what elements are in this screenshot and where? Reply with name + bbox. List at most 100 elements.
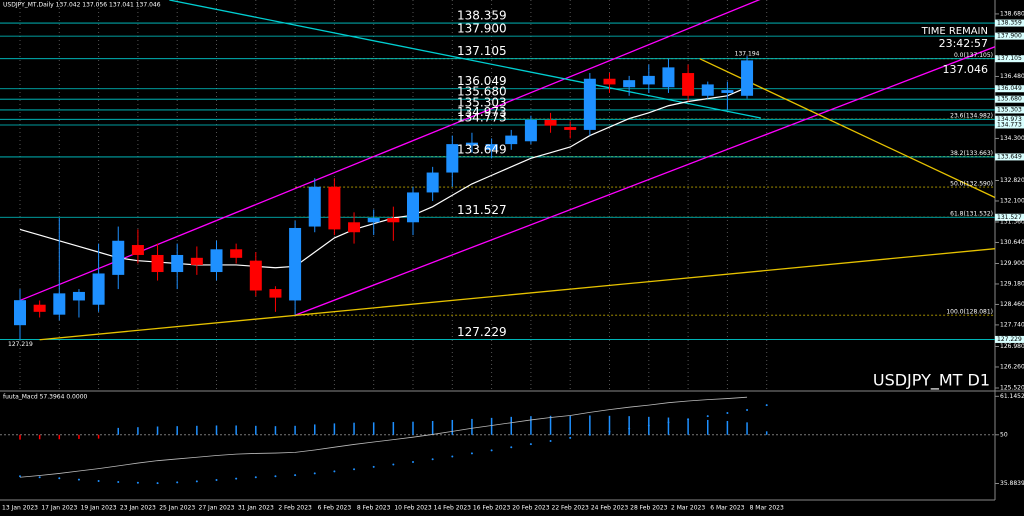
- signal-dot: [195, 480, 198, 483]
- x-tick-label: 2 Mar 2023: [671, 505, 705, 512]
- time-remain: 23:42:57: [939, 37, 988, 50]
- signal-dot: [490, 449, 493, 452]
- signal-dot: [510, 446, 513, 449]
- current-price: 137.046: [943, 63, 989, 76]
- candle-body: [33, 304, 46, 312]
- signal-dot: [97, 480, 100, 483]
- macd-bar: [176, 426, 178, 435]
- signal-dot: [412, 461, 414, 464]
- moving-average: [19, 86, 748, 269]
- y-tick-label: 129.180: [1000, 280, 1024, 287]
- level-axis-label: 131.527: [997, 214, 1022, 221]
- level-label: 134.773: [457, 110, 507, 124]
- level-label: 127.229: [457, 325, 507, 339]
- level-axis-label: 137.105: [997, 55, 1022, 62]
- x-tick-label: 27 Jan 2023: [199, 505, 235, 512]
- signal-dot: [235, 477, 238, 480]
- macd-line: [19, 396, 748, 478]
- macd-bar: [746, 422, 748, 435]
- macd-bar: [372, 422, 375, 435]
- candle-body: [701, 84, 714, 96]
- candle-body: [171, 254, 184, 273]
- level-axis-label: 133.649: [997, 153, 1022, 160]
- signal-dot: [470, 452, 473, 455]
- candle-body: [564, 127, 577, 130]
- x-tick-label: 24 Feb 2023: [591, 505, 629, 512]
- level-label: 131.527: [457, 203, 507, 217]
- candle-body: [642, 75, 655, 85]
- candle-body: [603, 78, 616, 85]
- candle-body: [465, 142, 478, 146]
- signal-dot: [451, 455, 454, 458]
- level-label: 135.303: [457, 95, 507, 109]
- level-axis-label: 136.049: [997, 85, 1022, 92]
- macd-bar: [687, 418, 689, 435]
- y-tick-label: 125.520: [1000, 385, 1024, 392]
- level-axis-label: 137.900: [997, 33, 1022, 40]
- candle-body: [721, 90, 734, 93]
- macd-bar: [412, 421, 414, 435]
- macd-bar: [294, 425, 296, 435]
- trendline: [39, 248, 995, 341]
- y-tick-label: 129.900: [1000, 260, 1024, 267]
- signal-dot: [58, 477, 61, 480]
- macd-bar: [707, 419, 709, 435]
- macd-bar: [431, 420, 434, 435]
- y-tick-label: 127.740: [1000, 321, 1024, 328]
- x-tick-label: 16 Feb 2023: [473, 505, 511, 512]
- level-label: 137.900: [457, 22, 507, 36]
- x-tick-label: 2 Feb 2023: [278, 505, 312, 512]
- signal-dot: [765, 404, 768, 407]
- x-tick-label: 8 Feb 2023: [357, 505, 391, 512]
- candle-body: [53, 293, 66, 315]
- macd-bar: [667, 417, 670, 435]
- level-axis-box: [995, 106, 1024, 114]
- signal-dot: [313, 472, 316, 475]
- signal-dot: [274, 475, 277, 478]
- candle-body: [505, 135, 518, 145]
- trendline: [294, 46, 995, 316]
- level-label: 133.649: [457, 142, 507, 156]
- y-tick-label: 132.820: [1000, 177, 1024, 184]
- macd-bar: [314, 424, 316, 435]
- macd-bar: [78, 434, 80, 439]
- y-tick-label: 128.460: [1000, 301, 1024, 308]
- macd-bar: [392, 422, 395, 435]
- signal-dot: [117, 481, 120, 484]
- candle-body: [741, 60, 754, 96]
- x-tick-label: 14 Feb 2023: [434, 505, 472, 512]
- candle-body: [190, 257, 203, 265]
- x-tick-label: 22 Feb 2023: [552, 505, 590, 512]
- signal-dot: [136, 481, 139, 484]
- y-tick-label: 132.100: [1000, 197, 1024, 204]
- candle-body: [662, 67, 675, 88]
- x-tick-label: 28 Feb 2023: [630, 505, 668, 512]
- candle-body: [623, 80, 636, 88]
- y-tick-label: 134.300: [1000, 135, 1024, 142]
- macd-bar: [97, 434, 100, 439]
- main-plot: [0, 0, 995, 390]
- level-axis-box: [995, 85, 1024, 93]
- level-label: 138.359: [457, 9, 507, 23]
- overlay: 0.0(137.105) 23.6(134.982) 38.2(133.663) 50…: [8, 9, 1024, 348]
- level-axis-label: 135.303: [997, 106, 1022, 113]
- x-tick-label: 6 Mar 2023: [710, 505, 744, 512]
- signal-dot: [628, 427, 631, 430]
- fib-label: 38.2(133.663): [950, 150, 993, 157]
- macd-bar: [490, 417, 493, 435]
- candle-body: [289, 227, 302, 301]
- candle-body: [308, 186, 321, 227]
- macd-bar: [471, 418, 473, 435]
- candle-body: [72, 291, 85, 301]
- candle-body: [348, 222, 361, 233]
- macd-bar: [274, 426, 277, 435]
- signal-dot: [667, 421, 670, 424]
- candle-body: [131, 245, 144, 255]
- signal-dot: [588, 433, 591, 436]
- y-tick-label: 136.480: [1000, 73, 1024, 80]
- high-label: 137.194: [735, 51, 760, 58]
- symbol-label: USDJPY_MT D1: [873, 371, 990, 391]
- signal-dot: [19, 475, 21, 478]
- level-axis-label: 134.973: [997, 116, 1022, 123]
- level-label: 136.049: [457, 74, 507, 88]
